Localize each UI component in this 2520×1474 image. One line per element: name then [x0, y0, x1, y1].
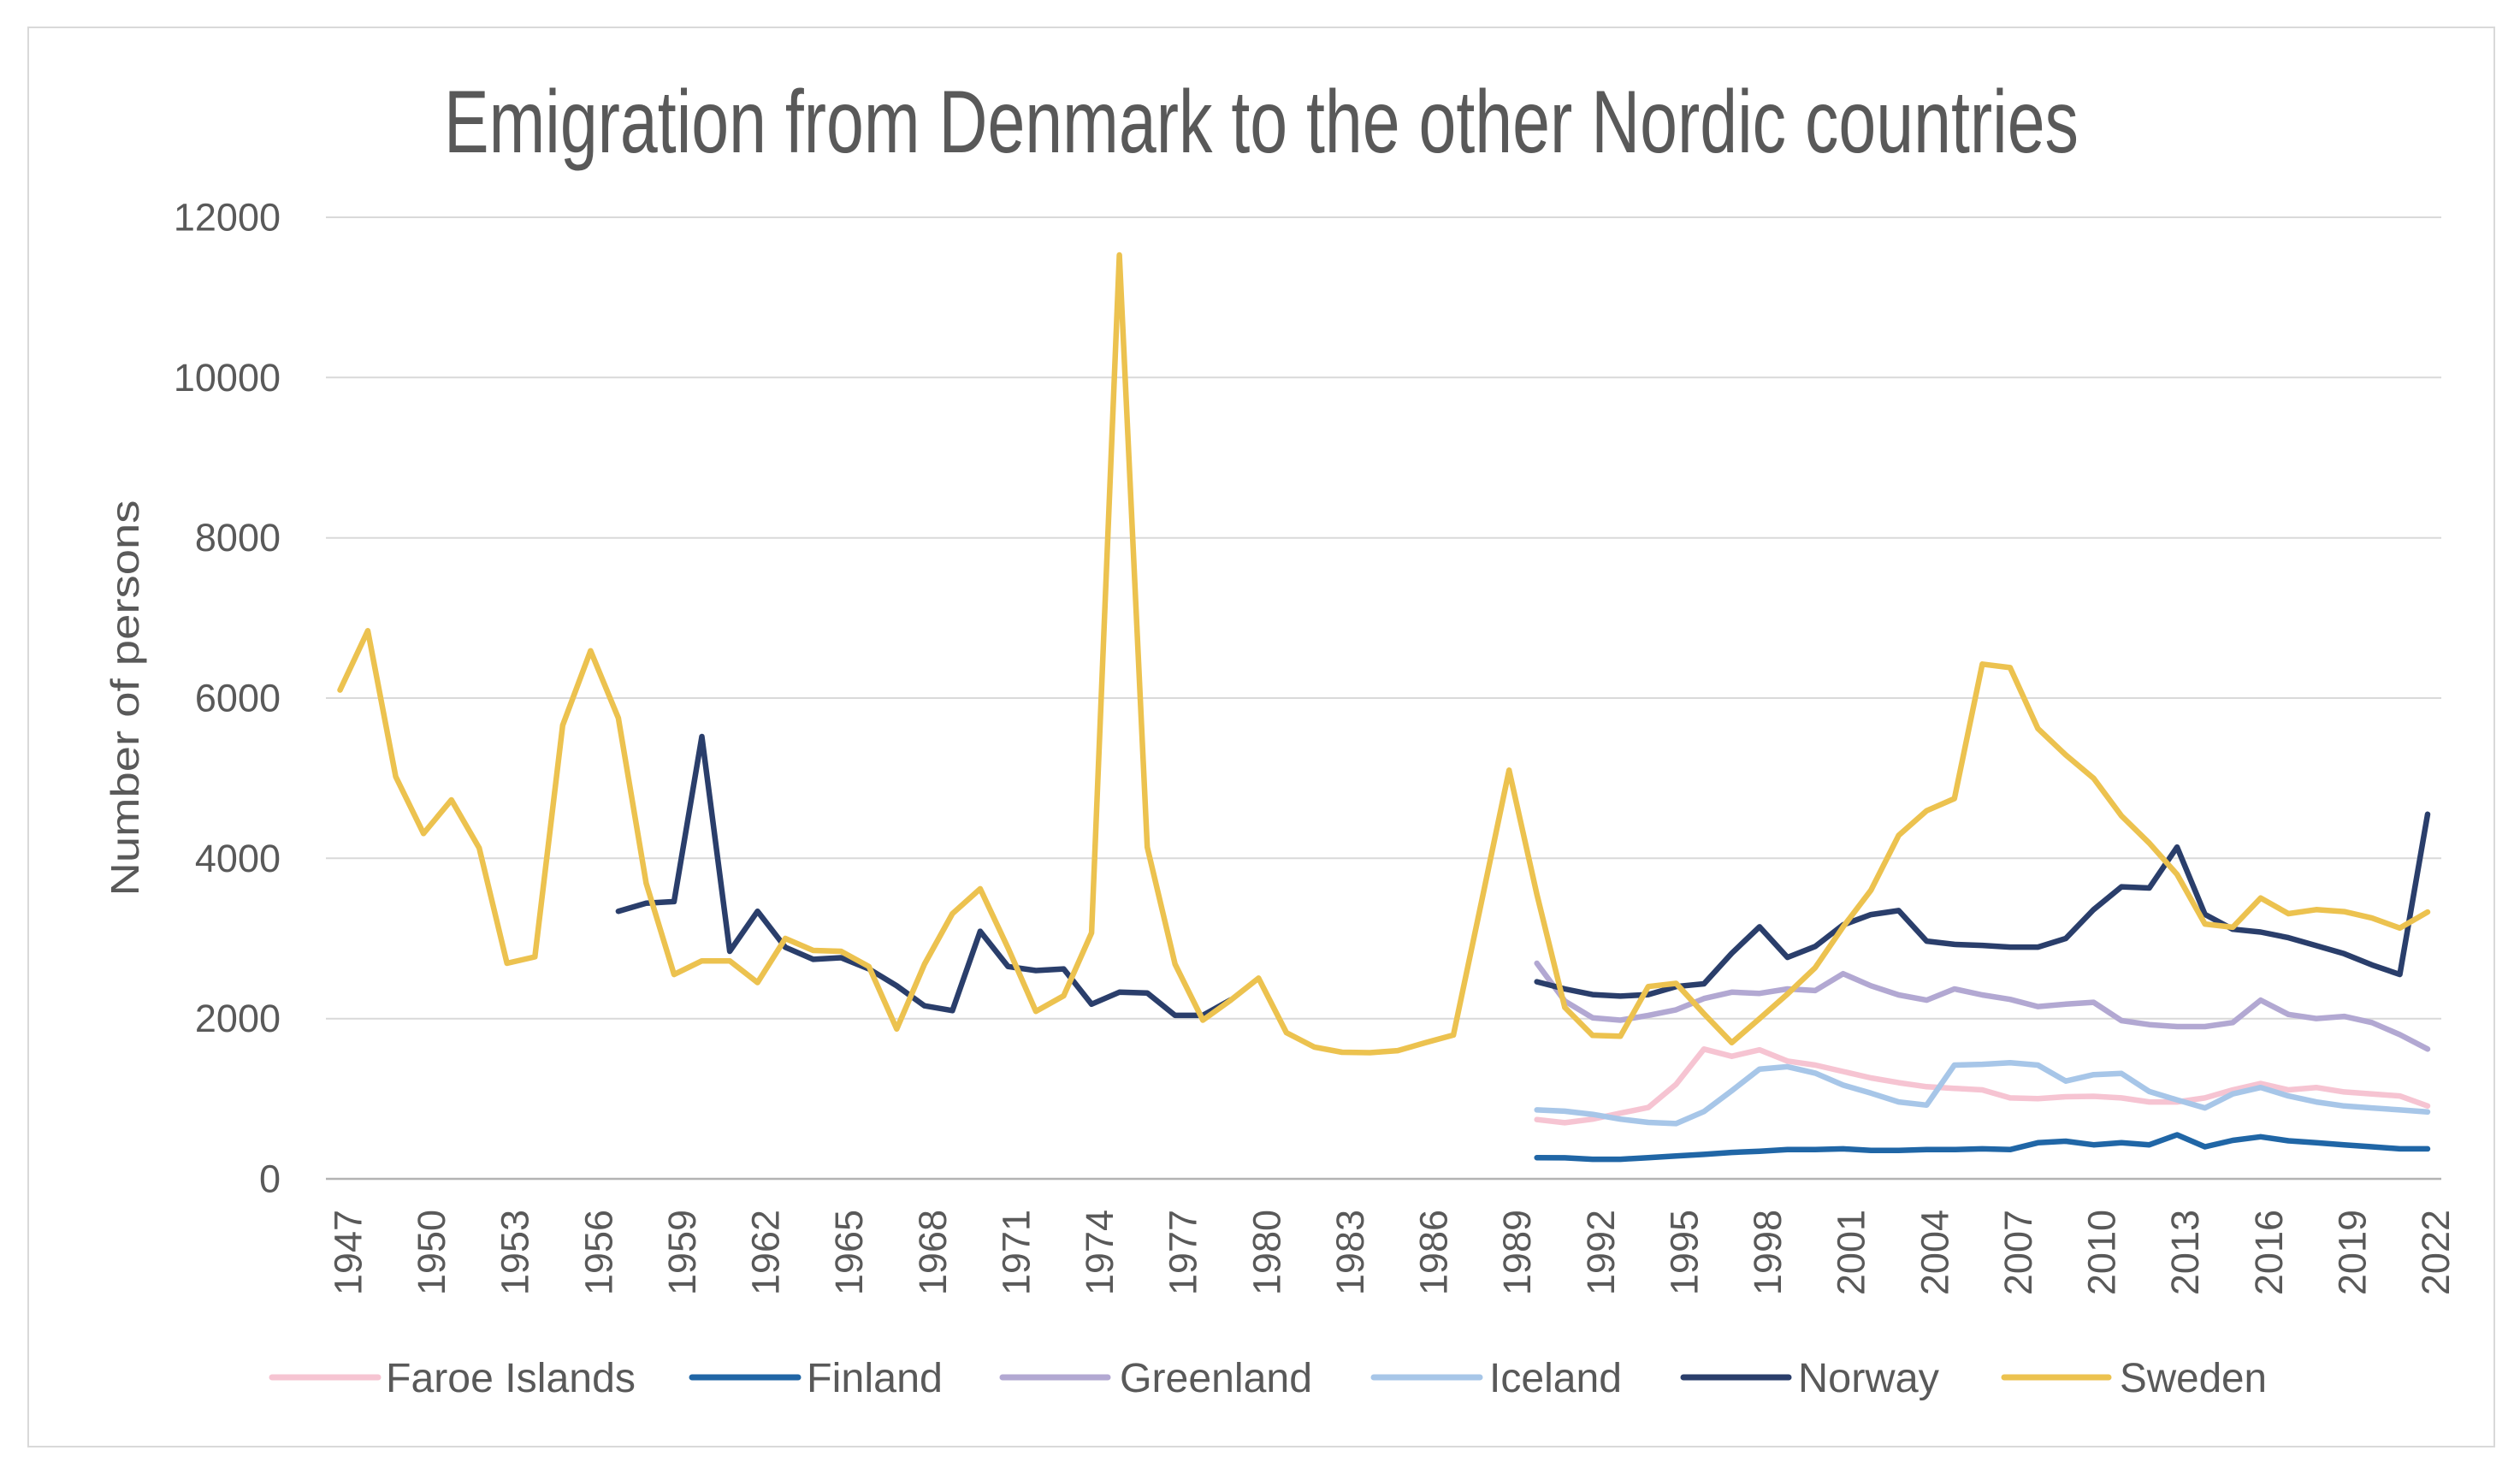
svg-text:1947: 1947: [327, 1210, 370, 1295]
svg-text:12000: 12000: [174, 196, 281, 240]
svg-text:8000: 8000: [195, 516, 281, 559]
svg-text:1971: 1971: [995, 1210, 1038, 1295]
svg-text:1977: 1977: [1162, 1210, 1205, 1295]
svg-text:Greenland: Greenland: [1120, 1356, 1312, 1401]
svg-text:1968: 1968: [911, 1210, 955, 1295]
svg-text:10000: 10000: [174, 356, 281, 400]
svg-text:Finland: Finland: [807, 1356, 943, 1401]
svg-text:2010: 2010: [2080, 1210, 2124, 1295]
svg-text:Norway: Norway: [1798, 1356, 1939, 1401]
svg-text:2019: 2019: [2330, 1210, 2374, 1295]
svg-text:2007: 2007: [1996, 1210, 2040, 1295]
svg-text:1995: 1995: [1662, 1210, 1706, 1295]
svg-text:1959: 1959: [660, 1210, 704, 1295]
svg-text:1989: 1989: [1495, 1210, 1539, 1295]
svg-text:0: 0: [259, 1157, 281, 1201]
svg-text:1998: 1998: [1746, 1210, 1789, 1295]
svg-text:Emigration from Denmark to the: Emigration from Denmark to the other Nor…: [444, 72, 2079, 171]
svg-text:1983: 1983: [1328, 1210, 1372, 1295]
svg-text:6000: 6000: [195, 677, 281, 720]
svg-text:1965: 1965: [827, 1210, 871, 1295]
svg-text:Sweden: Sweden: [2120, 1356, 2267, 1401]
svg-text:2013: 2013: [2163, 1210, 2207, 1295]
svg-text:1974: 1974: [1078, 1210, 1121, 1295]
svg-text:2004: 2004: [1913, 1210, 1956, 1295]
svg-text:1956: 1956: [577, 1210, 620, 1295]
svg-text:4000: 4000: [195, 837, 281, 880]
svg-text:1986: 1986: [1412, 1210, 1456, 1295]
svg-text:2001: 2001: [1830, 1210, 1873, 1295]
svg-text:2016: 2016: [2247, 1210, 2291, 1295]
svg-text:1980: 1980: [1245, 1210, 1288, 1295]
svg-text:2000: 2000: [195, 997, 281, 1040]
svg-text:1953: 1953: [494, 1210, 537, 1295]
svg-text:1962: 1962: [744, 1210, 788, 1295]
svg-text:Iceland: Iceland: [1489, 1356, 1622, 1401]
svg-text:1950: 1950: [410, 1210, 453, 1295]
svg-text:2022: 2022: [2414, 1210, 2458, 1295]
svg-text:Number of persons: Number of persons: [103, 500, 147, 897]
svg-text:Faroe Islands: Faroe Islands: [386, 1356, 636, 1401]
svg-text:1992: 1992: [1579, 1210, 1623, 1295]
